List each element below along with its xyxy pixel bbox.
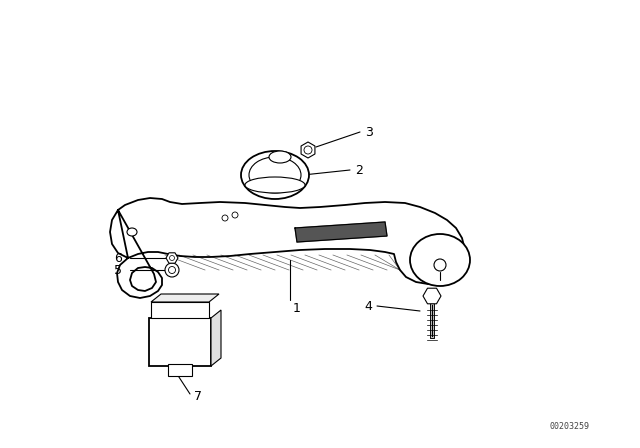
- Polygon shape: [295, 222, 387, 242]
- Text: 1: 1: [293, 302, 301, 314]
- Text: 6: 6: [114, 251, 122, 264]
- Circle shape: [222, 215, 228, 221]
- Text: 5: 5: [114, 263, 122, 276]
- FancyBboxPatch shape: [168, 364, 192, 376]
- Circle shape: [232, 212, 238, 218]
- Text: 00203259: 00203259: [550, 422, 590, 431]
- Ellipse shape: [241, 151, 309, 199]
- Text: 2: 2: [355, 164, 363, 177]
- Polygon shape: [151, 294, 219, 302]
- Polygon shape: [301, 142, 315, 158]
- Circle shape: [434, 259, 446, 271]
- FancyBboxPatch shape: [149, 318, 211, 366]
- FancyBboxPatch shape: [151, 302, 209, 318]
- Polygon shape: [423, 288, 441, 304]
- Text: 7: 7: [194, 389, 202, 402]
- Ellipse shape: [127, 228, 137, 236]
- Circle shape: [165, 263, 179, 277]
- Ellipse shape: [269, 151, 291, 163]
- Polygon shape: [211, 310, 221, 366]
- Text: 4: 4: [364, 300, 372, 313]
- Ellipse shape: [410, 234, 470, 286]
- Polygon shape: [110, 198, 465, 298]
- Polygon shape: [166, 253, 178, 263]
- Text: 3: 3: [365, 125, 373, 138]
- Circle shape: [304, 146, 312, 154]
- Ellipse shape: [245, 177, 305, 193]
